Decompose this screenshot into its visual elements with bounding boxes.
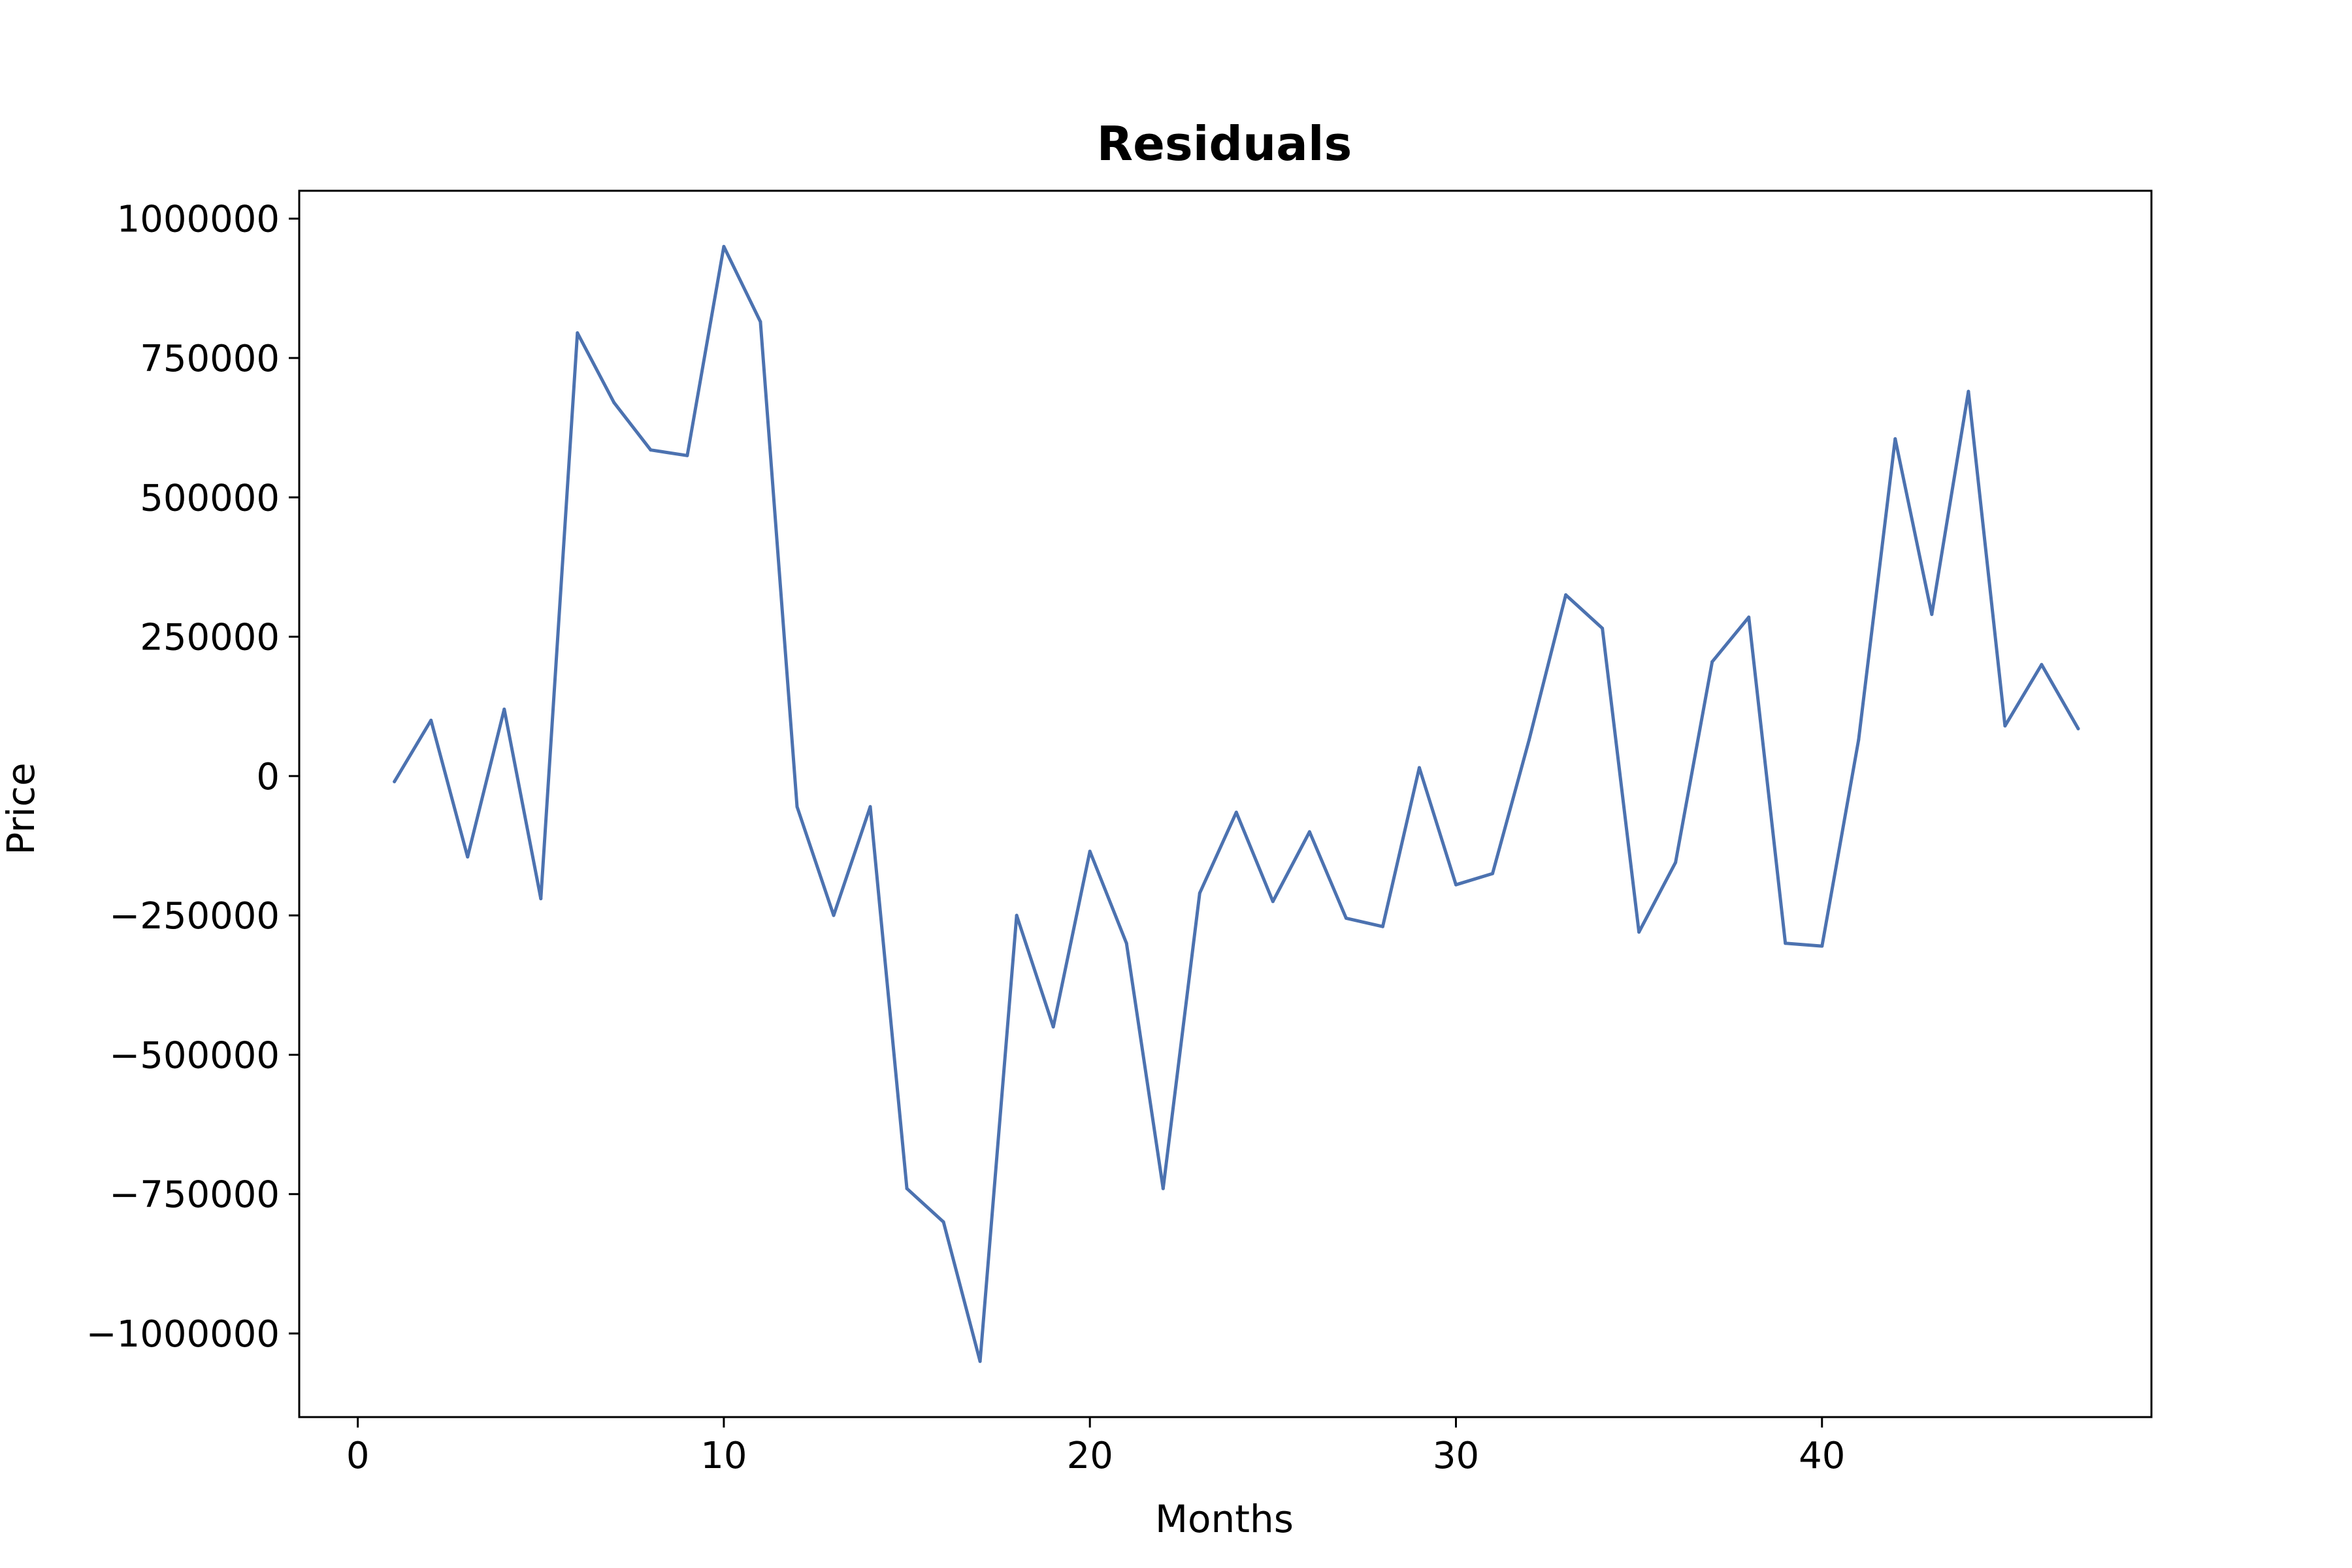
y-axis-label: Price [0, 762, 43, 855]
data-point [1967, 389, 1970, 393]
data-point [1307, 830, 1311, 834]
series-layer [393, 244, 2080, 1364]
data-point [759, 319, 762, 323]
data-point [539, 897, 543, 901]
data-point [1857, 738, 1861, 742]
data-point [978, 1360, 982, 1364]
x-axis-label: Months [1155, 1497, 1294, 1541]
x-tick-label: 0 [346, 1435, 370, 1477]
data-point [466, 855, 470, 859]
data-point [2003, 724, 2007, 728]
data-point [722, 244, 726, 248]
y-tick-label: −500000 [109, 1034, 280, 1077]
x-axis-ticks: 0 10 20 30 40 [346, 1417, 1845, 1477]
data-point [868, 805, 872, 809]
y-tick-label: −750000 [109, 1174, 280, 1217]
data-point [1710, 660, 1714, 664]
data-point [502, 707, 506, 711]
data-point [1380, 924, 1384, 928]
data-point [1491, 872, 1495, 875]
data-point [576, 331, 580, 335]
data-point [1454, 883, 1458, 887]
x-tick-label: 20 [1067, 1435, 1113, 1477]
data-point [1784, 941, 1788, 945]
data-point [1601, 627, 1605, 630]
data-point [795, 805, 799, 809]
y-tick-label: 500000 [140, 477, 280, 519]
data-point [612, 400, 616, 404]
data-point [1637, 930, 1641, 934]
x-tick-label: 10 [700, 1435, 747, 1477]
data-point [1527, 738, 1531, 742]
data-point [1893, 437, 1897, 441]
y-tick-label: 750000 [140, 338, 280, 380]
data-point [429, 719, 433, 723]
data-point [2076, 727, 2080, 730]
data-point [832, 913, 836, 917]
data-point [1088, 849, 1092, 853]
data-point [393, 779, 397, 783]
data-point [1417, 766, 1421, 770]
data-point [1344, 916, 1348, 920]
y-axis-ticks: 1000000 750000 500000 250000 0 −250000 −500000… [86, 199, 299, 1356]
data-point [1234, 810, 1238, 814]
y-tick-label: 0 [256, 756, 280, 798]
data-point [1930, 612, 1934, 616]
data-point [1820, 944, 1824, 948]
y-tick-label: 1000000 [117, 199, 280, 241]
data-point [649, 448, 653, 452]
chart-title: Residuals [1097, 116, 1352, 171]
data-point [1747, 615, 1751, 619]
data-point [1161, 1186, 1165, 1190]
data-point [1198, 891, 1201, 895]
x-tick-label: 40 [1799, 1435, 1845, 1477]
y-tick-label: −250000 [109, 895, 280, 938]
data-point [2040, 662, 2044, 666]
y-tick-label: −1000000 [86, 1313, 280, 1356]
data-point [1015, 913, 1019, 917]
data-point [1271, 900, 1275, 904]
data-point [905, 1186, 909, 1190]
x-tick-label: 30 [1433, 1435, 1479, 1477]
plot-area-frame [298, 189, 2153, 1418]
data-point [941, 1220, 945, 1224]
data-point [1051, 1025, 1055, 1029]
y-tick-label: 250000 [140, 617, 280, 659]
data-point [1674, 860, 1678, 864]
data-point [685, 453, 689, 457]
data-point [1124, 941, 1128, 945]
data-point [1564, 593, 1568, 597]
